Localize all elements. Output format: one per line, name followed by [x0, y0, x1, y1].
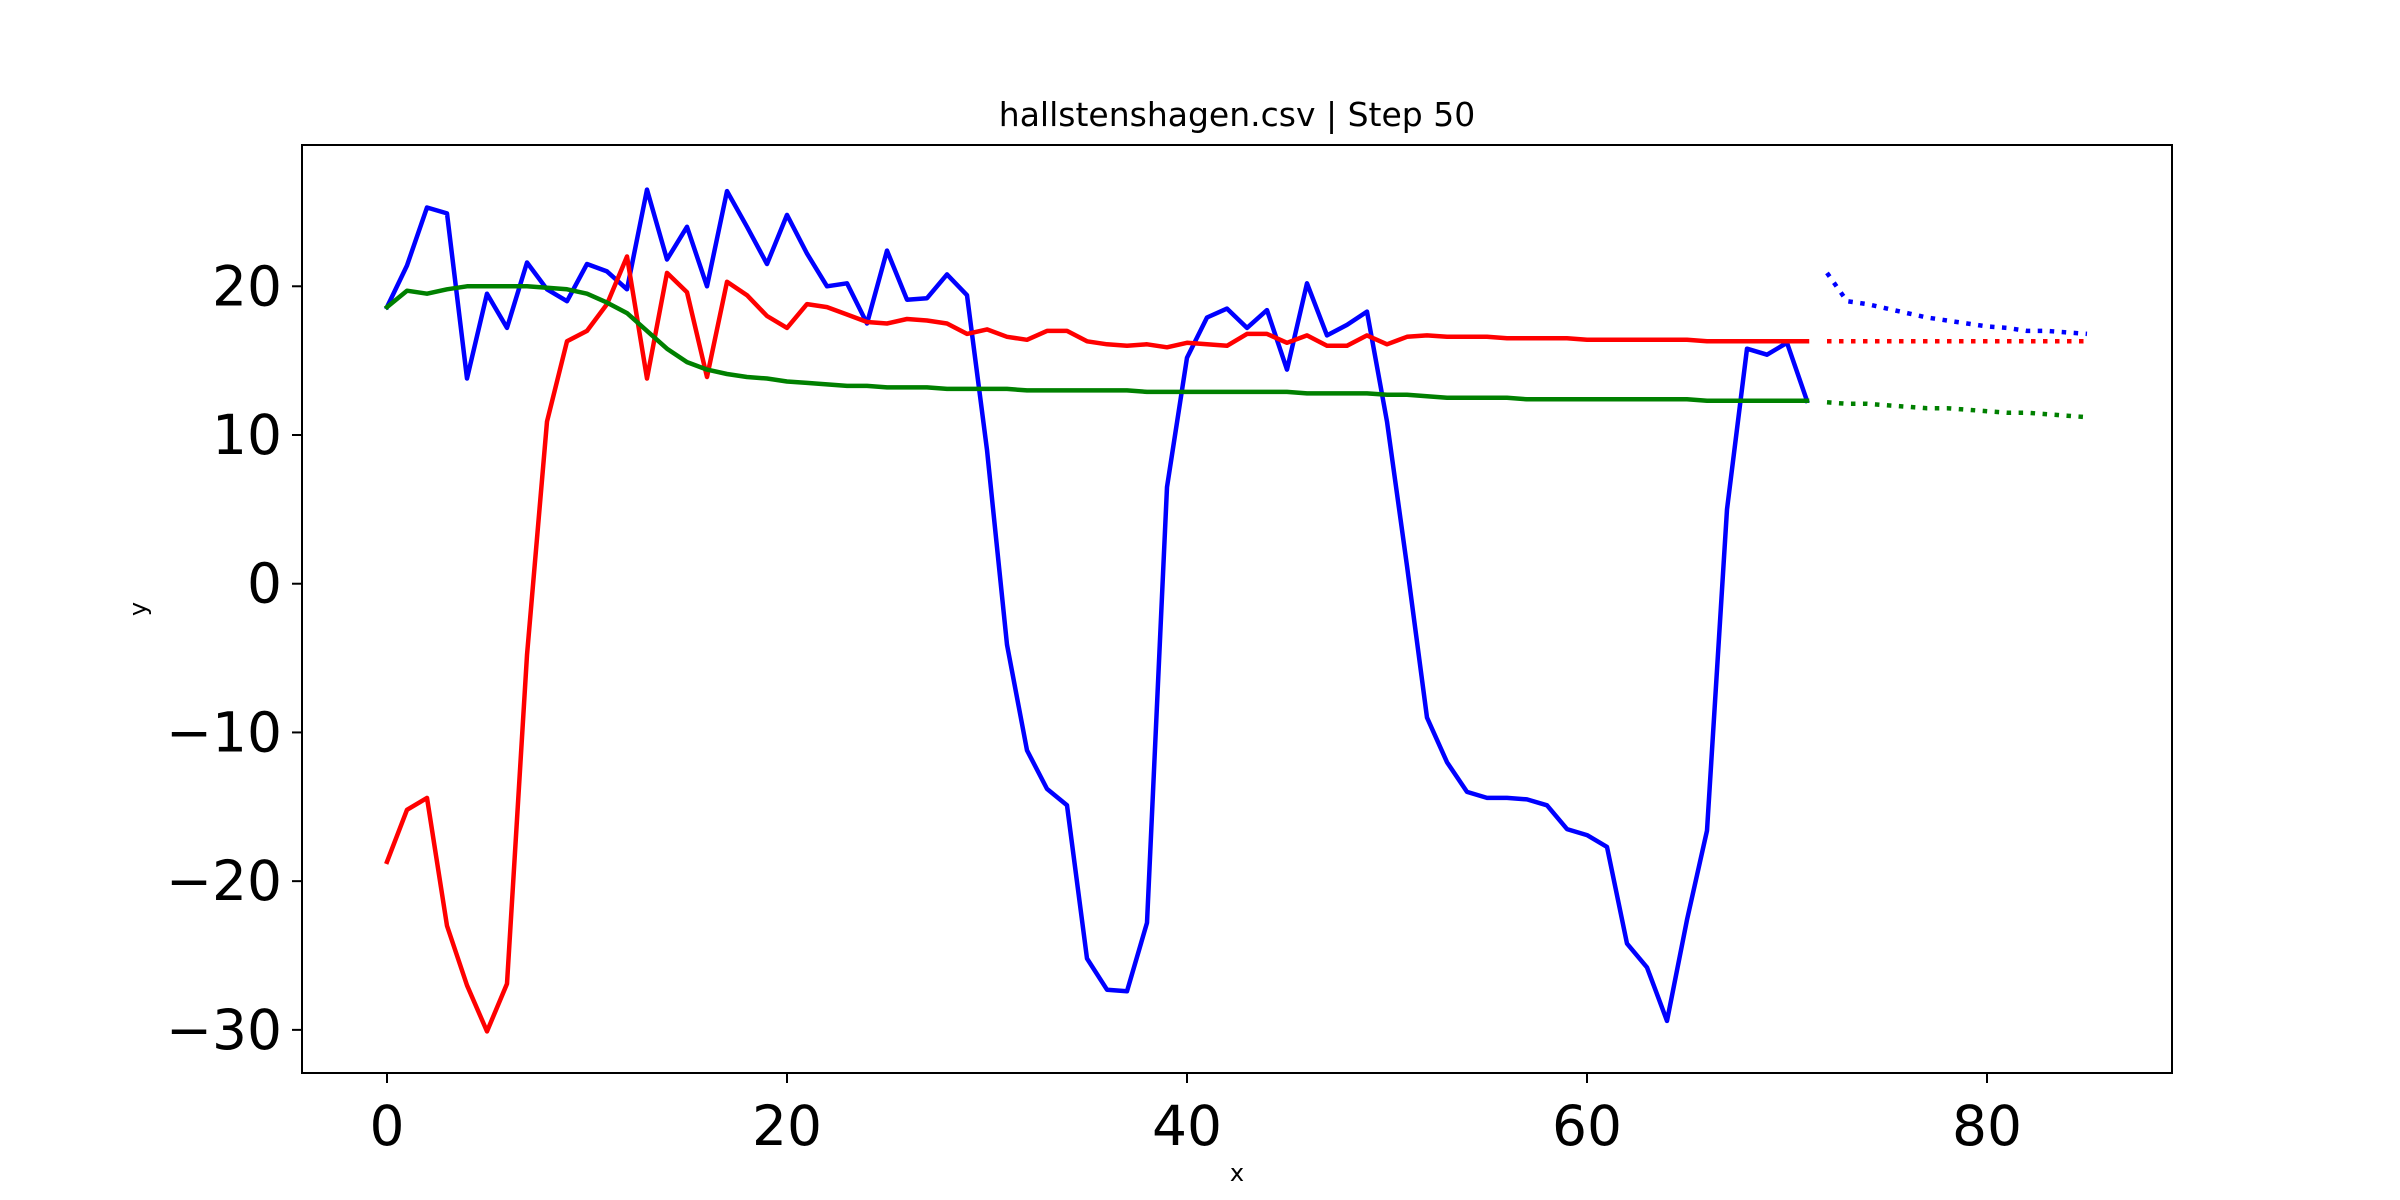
x-axis-label: x — [1230, 1159, 1244, 1187]
series-line-0 — [383, 187, 1810, 1024]
x-tick-label: 80 — [1952, 1094, 2022, 1158]
y-tick-label: −30 — [166, 998, 282, 1062]
plot-frame — [301, 144, 2173, 1074]
y-tick-label: −20 — [166, 849, 282, 913]
series-line-2 — [383, 284, 1810, 404]
chart-title: hallstenshagen.csv | Step 50 — [999, 95, 1475, 134]
y-tick-label: 20 — [212, 254, 282, 318]
x-tick-label: 60 — [1552, 1094, 1622, 1158]
x-axis-ticks: 0 20 40 60 80 — [370, 1073, 2022, 1158]
y-tick-label: 0 — [247, 552, 282, 616]
series-line-5-forecast — [1826, 400, 2088, 420]
x-tick-label: 40 — [1152, 1094, 1222, 1158]
series-layer — [383, 187, 2088, 1034]
y-axis-label: y — [124, 602, 152, 616]
y-tick-label: −10 — [166, 700, 282, 764]
y-axis-ticks: −30 −20 −10 0 10 20 — [166, 254, 302, 1062]
series-line-1 — [384, 254, 1810, 1034]
x-tick-label: 0 — [370, 1094, 405, 1158]
y-tick-label: 10 — [212, 403, 282, 467]
series-line-3-forecast — [1825, 271, 2088, 337]
x-tick-label: 20 — [752, 1094, 822, 1158]
